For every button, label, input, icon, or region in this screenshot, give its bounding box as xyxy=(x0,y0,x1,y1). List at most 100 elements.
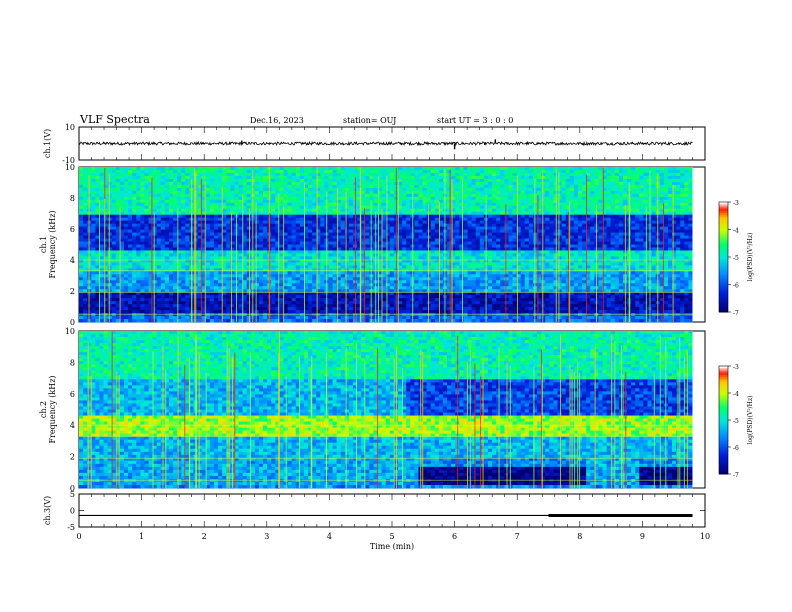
spectrogram-cell xyxy=(181,280,186,284)
spectrogram-cell xyxy=(316,256,321,260)
spectrogram-cell xyxy=(414,313,419,317)
spectrogram-cell xyxy=(398,271,403,275)
spectrogram-cell xyxy=(230,319,235,323)
spectrogram-cell xyxy=(332,313,338,317)
spectrogram-cell xyxy=(160,271,166,275)
spectrogram-cell xyxy=(83,202,88,207)
spectrogram-cell xyxy=(422,298,428,302)
spectrogram-cell xyxy=(369,241,374,245)
spectrogram-cell xyxy=(111,214,117,219)
spectrogram-cell xyxy=(209,280,215,284)
spectrogram-cell xyxy=(447,307,452,311)
spectrogram-cell xyxy=(287,238,293,242)
spectrogram-cell xyxy=(299,277,305,281)
spectrogram-cell xyxy=(271,253,276,257)
spectrogram-cell xyxy=(303,187,309,192)
spectrogram-cell xyxy=(320,295,325,299)
spectrogram-cell xyxy=(344,268,350,272)
spectrogram-cell xyxy=(328,187,333,192)
spectrogram-cell xyxy=(238,316,243,320)
spectrogram-cell xyxy=(213,295,219,299)
spectrogram-cell xyxy=(299,167,305,171)
spectrogram-cell xyxy=(402,295,407,299)
spectrogram-cell xyxy=(140,232,145,236)
spectrogram-cell xyxy=(340,244,346,248)
spectrogram-cell xyxy=(258,247,264,251)
spectrogram-cell xyxy=(303,286,309,290)
spectrogram-cell xyxy=(287,226,293,230)
spectrogram-cell xyxy=(103,199,109,204)
spectrogram-cell xyxy=(369,175,374,180)
spectrogram-cell xyxy=(312,292,317,296)
spectrogram-cell xyxy=(136,259,141,263)
spectrogram-cell xyxy=(418,280,423,284)
spectrogram-cell xyxy=(181,169,186,174)
spectrogram-cell xyxy=(148,316,154,320)
spectrogram-cell xyxy=(201,238,207,242)
spectrogram-cell xyxy=(111,238,117,242)
spectrogram-cell xyxy=(418,214,423,219)
spectrogram-cell xyxy=(83,167,88,171)
spectrogram-cell xyxy=(144,301,149,305)
spectrogram-cell xyxy=(140,238,145,242)
spectrogram-cell xyxy=(254,193,260,198)
spectrogram-cell xyxy=(226,268,231,272)
spectrogram-cell xyxy=(361,283,366,287)
spectrogram-cell xyxy=(348,184,354,189)
spectrogram-cell xyxy=(295,241,301,245)
spectrogram-cell xyxy=(434,262,440,266)
spectrogram-cell xyxy=(168,301,174,305)
spectrogram-cell xyxy=(123,220,129,225)
spectrogram-cell xyxy=(316,307,321,311)
spectrogram-cell xyxy=(406,223,411,228)
spectrogram-cell xyxy=(230,211,235,216)
spectrogram-cell xyxy=(128,316,133,320)
spectrogram-cell xyxy=(254,184,260,189)
spectrogram-cell xyxy=(201,193,207,198)
spectrogram-cell xyxy=(361,247,366,251)
spectrogram-cell xyxy=(434,199,440,204)
spectrogram-cell xyxy=(434,178,440,183)
spectrogram-cell xyxy=(132,301,137,305)
spectrogram-cell xyxy=(263,208,268,213)
spectrogram-cell xyxy=(316,295,321,299)
y-tick-label: 2 xyxy=(70,287,75,296)
spectrogram-cell xyxy=(422,256,428,260)
spectrogram-cell xyxy=(414,181,419,186)
spectrogram-cell xyxy=(389,250,395,254)
spectrogram-cell xyxy=(144,167,149,171)
spectrogram-cell xyxy=(79,292,84,296)
spectrogram-cell xyxy=(295,238,301,242)
spectrogram-cell xyxy=(132,280,137,284)
spectrogram-cell xyxy=(128,199,133,204)
spectrogram-cell xyxy=(144,286,149,290)
spectrogram-cell xyxy=(144,199,149,204)
spectrogram-cell xyxy=(357,208,362,213)
spectrogram-cell xyxy=(320,172,325,177)
spectrogram-cell xyxy=(402,175,407,180)
spectrogram-cell xyxy=(99,283,104,287)
spectrogram-cell xyxy=(160,169,166,174)
spectrogram-cell xyxy=(336,256,342,260)
spectrogram-cell xyxy=(144,220,149,225)
spectrogram-cell xyxy=(381,283,387,287)
spectrogram-cell xyxy=(373,178,378,183)
spectrogram-cell xyxy=(197,196,203,201)
spectrogram-cell xyxy=(312,226,317,230)
spectrogram-cell xyxy=(168,214,174,219)
spectrogram-cell xyxy=(246,223,252,228)
spectrogram-cell xyxy=(291,223,297,228)
spectrogram-cell xyxy=(144,184,149,189)
spectrogram-cell xyxy=(168,271,174,275)
spectrogram-cell xyxy=(230,307,235,311)
spectrogram-cell xyxy=(218,232,223,236)
spectrogram-cell xyxy=(197,256,203,260)
spectrogram-cell xyxy=(316,229,321,233)
spectrogram-cell xyxy=(271,193,276,198)
spectrogram-cell xyxy=(308,292,313,296)
spectrogram-cell xyxy=(316,301,321,305)
spectrogram-cell xyxy=(128,178,133,183)
spectrogram-cell xyxy=(320,202,325,207)
spectrogram-cell xyxy=(398,217,403,222)
